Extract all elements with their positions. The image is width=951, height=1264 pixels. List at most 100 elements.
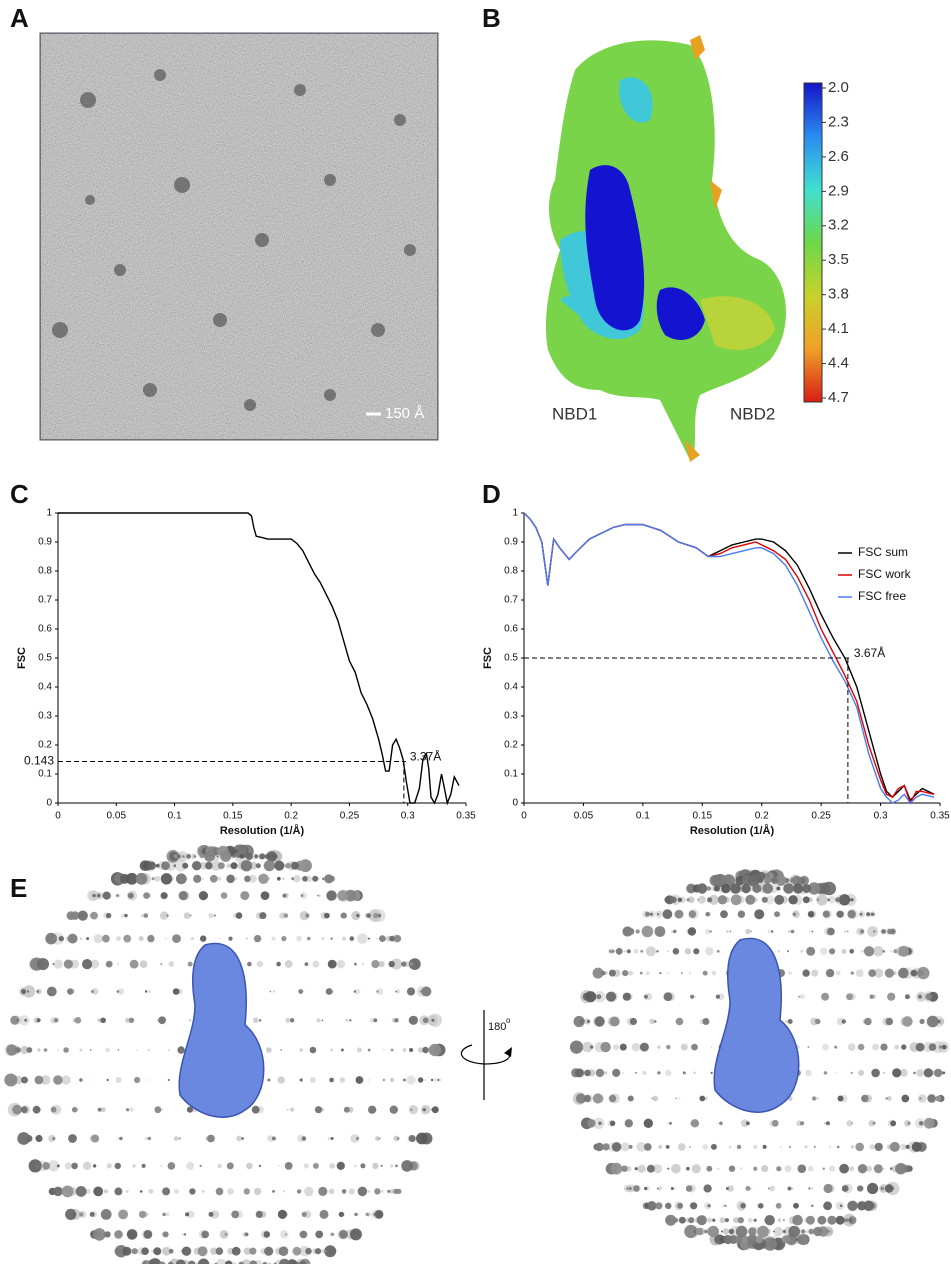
orientation-dot (231, 1246, 241, 1256)
orientation-dot (367, 1048, 371, 1052)
orientation-dot (277, 1209, 287, 1219)
orientation-dot (372, 1162, 379, 1170)
orientation-dot (813, 1226, 823, 1237)
orientation-dot (859, 912, 863, 916)
orientation-dot (880, 1043, 888, 1051)
orientation-dot (337, 890, 348, 901)
orientation-dot (754, 909, 765, 920)
orientation-dot (666, 972, 669, 975)
orientation-dot (235, 849, 239, 853)
orientation-dot (269, 990, 272, 993)
orientation-dot (608, 969, 616, 977)
orientation-dot (704, 1229, 708, 1234)
orientation-dot (637, 1164, 646, 1173)
orientation-dot (669, 1121, 672, 1125)
orientation-dot (144, 990, 148, 993)
orientation-dot (138, 936, 144, 942)
orientation-dot (431, 1018, 435, 1022)
orientation-dot (197, 1258, 210, 1264)
orientation-dot (245, 852, 253, 861)
orientation-dot (282, 1190, 285, 1193)
orientation-dot (272, 990, 275, 993)
orientation-dot (119, 1136, 123, 1141)
y-axis-label: FSC (482, 647, 494, 669)
x-tick-label: 0.1 (168, 811, 182, 822)
orientation-dot (430, 1078, 434, 1082)
orientation-dot (797, 1164, 807, 1173)
orientation-dot (301, 1211, 307, 1217)
orientation-dot (808, 930, 811, 933)
orientation-dot (422, 1046, 429, 1054)
orientation-dot (433, 1078, 437, 1082)
orientation-dot (635, 929, 640, 934)
orientation-dot (324, 1245, 337, 1258)
orientation-dot (241, 1137, 245, 1140)
orientation-dot (220, 892, 228, 899)
orientation-dot (729, 930, 732, 933)
orientation-dot (417, 1077, 424, 1083)
orientation-dot (72, 1212, 77, 1217)
y-tick-label: 0.4 (504, 682, 518, 693)
orientation-dot (872, 1043, 879, 1051)
orientation-dot (340, 1048, 344, 1052)
orientation-dot (349, 936, 355, 941)
orientation-dot (53, 1075, 63, 1085)
orientation-dot (796, 1120, 802, 1127)
orientation-dot (573, 1015, 585, 1028)
orientation-dot (621, 1165, 628, 1172)
orientation-dot (92, 894, 96, 898)
orientation-dot (6, 1044, 18, 1056)
orientation-dot (147, 861, 156, 870)
map-surface (545, 40, 787, 461)
orientation-dot (611, 1142, 622, 1152)
orientation-dot (847, 910, 856, 919)
orientation-sphere (569, 869, 950, 1251)
orientation-dot (849, 1166, 855, 1172)
orientation-dot (645, 946, 657, 957)
orientation-dot (97, 1107, 102, 1112)
orientation-dot (851, 1122, 853, 1125)
orientation-dot (321, 936, 325, 941)
orientation-dot (263, 1231, 271, 1238)
orientation-dot (301, 1136, 307, 1141)
orientation-dot (115, 1076, 122, 1084)
x-tick-label: 0.2 (284, 811, 298, 822)
orientation-dot (850, 971, 854, 975)
orientation-dot (97, 893, 101, 898)
orientation-dot (70, 911, 80, 920)
orientation-dot (183, 1233, 187, 1236)
orientation-dot (258, 873, 269, 884)
orientation-dot (706, 886, 711, 891)
orientation-dot (783, 1219, 785, 1222)
orientation-dot (722, 874, 736, 887)
orientation-dot (836, 910, 844, 918)
orientation-dot (827, 1215, 837, 1225)
orientation-dot (869, 1144, 875, 1150)
orientation-dot (609, 1120, 616, 1127)
orientation-dot (36, 990, 40, 993)
orientation-dot (773, 1226, 784, 1237)
orientation-dot (134, 1076, 141, 1084)
orientation-dot (839, 1163, 849, 1174)
orientation-dot (628, 1186, 632, 1191)
orientation-dot (329, 1163, 336, 1169)
orientation-dot (105, 1047, 110, 1053)
orientation-dot (20, 988, 27, 995)
x-tick-label: 0.25 (811, 811, 831, 822)
orientation-dot (48, 1134, 56, 1143)
orientation-dot (629, 1017, 638, 1026)
orientation-dot (784, 1019, 789, 1024)
orientation-dot (354, 1212, 358, 1217)
orientation-dot (827, 1230, 831, 1233)
orientation-dot (37, 1048, 41, 1052)
orientation-dot (424, 1079, 427, 1081)
orientation-dot (636, 1142, 647, 1152)
orientation-dot (205, 861, 213, 870)
orientation-dot (868, 969, 877, 977)
orientation-dot (42, 1162, 50, 1170)
orientation-dot (331, 1232, 335, 1236)
orientation-dot (56, 1049, 59, 1051)
orientation-dot (219, 1230, 229, 1239)
orientation-dot (863, 1200, 874, 1212)
orientation-dot (688, 1217, 695, 1224)
